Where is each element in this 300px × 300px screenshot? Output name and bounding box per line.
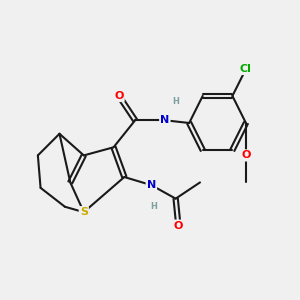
Text: O: O [174, 221, 183, 231]
Text: Cl: Cl [240, 64, 252, 74]
Text: O: O [114, 91, 124, 101]
Text: N: N [160, 115, 170, 125]
Text: H: H [151, 202, 158, 211]
Text: O: O [241, 150, 250, 161]
Text: S: S [80, 207, 88, 217]
Text: H: H [172, 97, 179, 106]
Text: N: N [147, 180, 156, 190]
